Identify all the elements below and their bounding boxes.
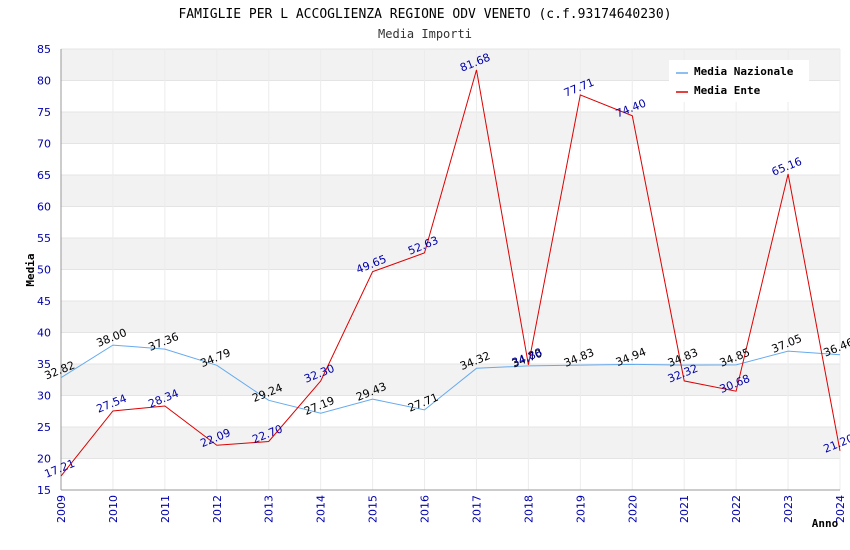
y-tick-label: 70: [37, 138, 51, 151]
x-tick-label: 2023: [782, 495, 795, 523]
y-tick-label: 20: [37, 453, 51, 466]
y-axis-label: Media: [24, 253, 37, 286]
y-tick-label: 25: [37, 421, 51, 434]
x-tick-label: 2010: [107, 495, 120, 523]
x-tick-label: 2016: [419, 495, 432, 523]
x-tick-labels: 2009 2010 2011 2012 2013 2014 2015 2016 2017 2018…: [55, 495, 847, 523]
y-tick-label: 15: [37, 484, 51, 497]
chart-title: FAMIGLIE PER L ACCOGLIENZA REGIONE ODV V…: [178, 7, 671, 22]
y-tick-label: 30: [37, 390, 51, 403]
legend-box: [669, 60, 809, 102]
x-tick-label: 2011: [159, 495, 172, 523]
x-tick-label: 2022: [730, 495, 743, 523]
y-tick-label: 35: [37, 358, 51, 371]
grid-band: [61, 364, 840, 396]
series-line-nazionale: [60, 344, 841, 414]
legend: Media Nazionale Media Ente: [669, 60, 809, 102]
legend-label-ente: Media Ente: [694, 84, 761, 97]
y-tick-label: 60: [37, 201, 51, 214]
x-tick-label: 2017: [470, 495, 483, 523]
x-tick-label: 2013: [263, 495, 276, 523]
grid-band: [61, 301, 840, 333]
legend-label-nazionale: Media Nazionale: [694, 65, 794, 78]
x-tick-label: 2015: [367, 495, 380, 523]
data-label: 37.36: [147, 330, 181, 354]
x-axis-label: Anno: [812, 517, 839, 530]
axes: [60, 49, 840, 491]
grid-band: [61, 112, 840, 144]
y-tick-label: 40: [37, 327, 51, 340]
y-tick-label: 75: [37, 106, 51, 119]
grid-band: [61, 238, 840, 270]
data-label: 27.19: [302, 394, 336, 418]
grid-bands: [60, 48, 841, 491]
y-tick-label: 65: [37, 169, 51, 182]
x-tick-label: 2024: [834, 495, 847, 523]
x-tick-label: 2009: [55, 495, 68, 523]
grid-band: [61, 427, 840, 459]
y-tick-label: 50: [37, 264, 51, 277]
x-tick-label: 2014: [315, 495, 328, 523]
x-tick-label: 2019: [574, 495, 587, 523]
y-tick-label: 55: [37, 232, 51, 245]
x-tick-label: 2018: [522, 495, 535, 523]
data-label: 36.46: [822, 336, 850, 360]
grid-band: [61, 175, 840, 207]
chart-subtitle: Media Importi: [378, 27, 472, 41]
series-lines: [60, 69, 841, 477]
y-tick-label: 45: [37, 295, 51, 308]
y-tick-label: 80: [37, 75, 51, 88]
y-tick-labels: 15 20 25 30 35 40 45 50 55 60 65 70 75 80 85: [37, 43, 51, 497]
x-tick-label: 2020: [626, 495, 639, 523]
series-line-ente: [60, 69, 841, 477]
y-tick-label: 85: [37, 43, 51, 56]
x-tick-label: 2021: [678, 495, 691, 523]
x-tick-label: 2012: [211, 495, 224, 523]
